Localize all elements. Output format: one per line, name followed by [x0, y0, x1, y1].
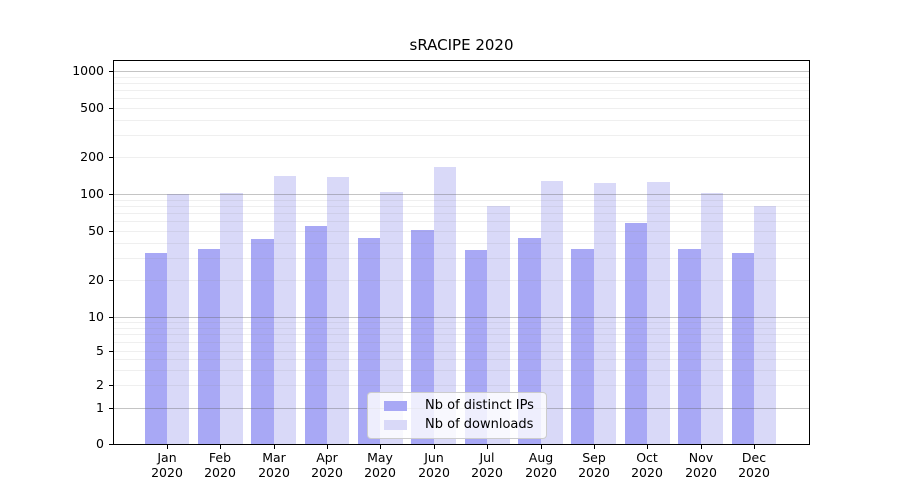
bar-downloads-nov: [700, 193, 723, 444]
legend-swatch-downloads: [384, 420, 407, 430]
y-tick-mark-1000: [109, 71, 113, 72]
x-tick-mark-feb: [220, 445, 221, 449]
bar-distinct_ips-mar: [251, 239, 274, 444]
x-tick-label-oct: Oct 2020: [631, 450, 663, 480]
bar-distinct_ips-oct: [624, 223, 648, 444]
legend: Nb of distinct IPs Nb of downloads: [367, 392, 547, 439]
bars-layer: [114, 61, 809, 444]
bar-downloads-may: [380, 191, 403, 444]
y-tick-mark-200: [109, 157, 113, 158]
x-tick-mark-aug: [541, 445, 542, 449]
bar-downloads-aug: [540, 180, 563, 444]
y-tick-label-50: 50: [88, 223, 104, 238]
chart-title: sRACIPE 2020: [409, 36, 514, 54]
legend-label-distinct-ips: Nb of distinct IPs: [425, 398, 534, 413]
y-tick-label-500: 500: [80, 100, 104, 115]
x-tick-mark-jun: [434, 445, 435, 449]
x-tick-label-jan: Jan 2020: [151, 450, 183, 480]
bar-distinct_ips-jan: [144, 253, 167, 444]
legend-item-downloads: Nb of downloads: [384, 417, 534, 433]
bar-distinct_ips-apr: [304, 225, 328, 444]
bar-downloads-mar: [273, 176, 297, 444]
y-tick-mark-500: [109, 108, 113, 109]
y-tick-label-20: 20: [88, 272, 104, 287]
y-tick-mark-5: [109, 351, 113, 352]
legend-item-distinct-ips: Nb of distinct IPs: [384, 398, 534, 414]
y-tick-mark-20: [109, 280, 113, 281]
y-tick-mark-1: [109, 408, 113, 409]
bar-downloads-jun: [433, 167, 457, 444]
legend-swatch-distinct-ips: [384, 401, 407, 411]
x-tick-mark-jan: [167, 445, 168, 449]
x-tick-mark-nov: [701, 445, 702, 449]
x-tick-label-jul: Jul 2020: [471, 450, 503, 480]
x-tick-mark-may: [380, 445, 381, 449]
x-tick-label-mar: Mar 2020: [258, 450, 290, 480]
x-tick-mark-jul: [487, 445, 488, 449]
bar-downloads-jan: [167, 194, 190, 444]
x-tick-label-dec: Dec 2020: [738, 450, 770, 480]
y-tick-label-1000: 1000: [72, 63, 104, 78]
x-tick-label-may: May 2020: [364, 450, 396, 480]
bar-downloads-sep: [593, 182, 617, 444]
bar-distinct_ips-sep: [571, 248, 594, 444]
bar-downloads-apr: [327, 176, 350, 444]
x-tick-mark-apr: [327, 445, 328, 449]
bar-downloads-jul: [487, 205, 510, 444]
bar-downloads-feb: [220, 192, 243, 444]
y-tick-label-0: 0: [96, 436, 104, 451]
x-tick-label-jun: Jun 2020: [418, 450, 450, 480]
y-tick-mark-2: [109, 385, 113, 386]
legend-label-downloads: Nb of downloads: [425, 417, 534, 432]
bar-downloads-oct: [647, 181, 670, 444]
bar-distinct_ips-dec: [731, 253, 754, 444]
x-tick-label-aug: Aug 2020: [525, 450, 557, 480]
x-tick-label-apr: Apr 2020: [311, 450, 343, 480]
plot-area: [113, 60, 810, 445]
bar-distinct_ips-feb: [197, 248, 221, 444]
y-tick-label-2: 2: [96, 377, 104, 392]
y-tick-label-5: 5: [96, 343, 104, 358]
y-tick-label-10: 10: [88, 309, 104, 324]
y-tick-mark-10: [109, 317, 113, 318]
bar-downloads-dec: [753, 205, 777, 444]
y-tick-label-100: 100: [80, 186, 104, 201]
y-tick-label-1: 1: [96, 400, 104, 415]
x-tick-mark-mar: [274, 445, 275, 449]
x-tick-label-sep: Sep 2020: [578, 450, 610, 480]
x-tick-label-feb: Feb 2020: [204, 450, 236, 480]
y-tick-mark-0: [109, 444, 113, 445]
x-tick-mark-oct: [647, 445, 648, 449]
x-tick-mark-sep: [594, 445, 595, 449]
bar-distinct_ips-jun: [411, 229, 434, 444]
y-tick-mark-100: [109, 194, 113, 195]
y-tick-mark-50: [109, 231, 113, 232]
y-tick-label-200: 200: [80, 149, 104, 164]
x-tick-mark-dec: [754, 445, 755, 449]
bar-distinct_ips-nov: [678, 248, 701, 444]
x-tick-label-nov: Nov 2020: [685, 450, 717, 480]
